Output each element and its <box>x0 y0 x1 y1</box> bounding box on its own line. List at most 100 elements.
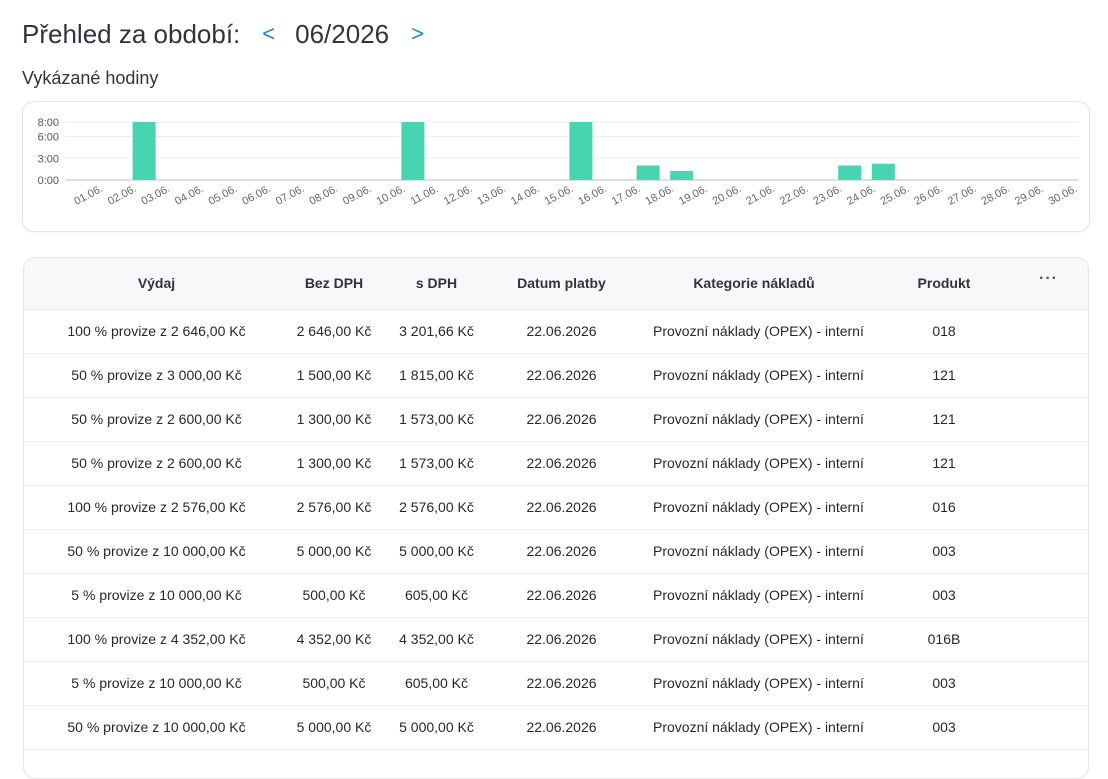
cell-produkt: 003 <box>879 705 1009 750</box>
x-tick-label: 01.06. <box>72 183 105 208</box>
page-title: Přehled za období: <box>22 18 241 49</box>
y-tick-label: 3:00 <box>38 153 59 165</box>
x-tick-label: 20.06. <box>711 183 744 208</box>
y-tick-label: 0:00 <box>38 175 59 187</box>
x-tick-label: 18.06. <box>643 183 676 208</box>
cell-bez-dph: 1 300,00 Kč <box>289 441 379 486</box>
column-header-datum[interactable]: Datum platby <box>494 258 629 310</box>
chart-bar[interactable] <box>132 122 156 180</box>
cell-bez-dph: 500,00 Kč <box>289 573 379 618</box>
x-tick-label: 30.06. <box>1047 183 1080 208</box>
cell-datum: 22.06.2026 <box>494 529 629 574</box>
column-header-produkt[interactable]: Produkt <box>879 258 1009 310</box>
x-tick-label: 22.06. <box>778 183 811 208</box>
cell-datum: 22.06.2026 <box>494 485 629 530</box>
column-header-s-dph[interactable]: s DPH <box>379 258 494 310</box>
cell-bez-dph: 1 300,00 Kč <box>289 397 379 442</box>
cell-vydaj: 50 % provize z 10 000,00 Kč <box>24 529 289 574</box>
table-row[interactable]: 50 % provize z 10 000,00 Kč 5 000,00 Kč 5 … <box>24 529 1088 574</box>
period-label: 06/2026 <box>295 18 390 49</box>
cell-bez-dph: 500,00 Kč <box>289 661 379 706</box>
x-tick-label: 12.06. <box>442 183 475 208</box>
cell-bez-dph: 4 352,00 Kč <box>289 617 379 662</box>
x-tick-label: 28.06. <box>979 183 1012 208</box>
cell-s-dph: 605,00 Kč <box>379 661 494 706</box>
column-header-kategorie[interactable]: Kategorie nákladů <box>629 258 879 310</box>
x-tick-label: 13.06. <box>475 183 508 208</box>
x-tick-label: 26.06. <box>912 183 945 208</box>
cell-vydaj: 100 % provize z 4 352,00 Kč <box>24 617 289 662</box>
column-header-vydaj[interactable]: Výdaj <box>24 258 289 310</box>
cell-s-dph: 5 000,00 Kč <box>379 529 494 574</box>
table-row[interactable]: 50 % provize z 2 600,00 Kč 1 300,00 Kč 1 5… <box>24 441 1088 486</box>
cell-datum: 22.06.2026 <box>494 617 629 662</box>
cell-vydaj: 100 % provize z 2 576,00 Kč <box>24 485 289 530</box>
expenses-table-card: Výdaj Bez DPH s DPH Datum platby Kategor… <box>23 257 1089 779</box>
cell-kategorie: Provozní náklady (OPEX) - interní <box>629 661 879 706</box>
x-tick-label: 27.06. <box>946 183 979 208</box>
x-tick-label: 09.06. <box>341 183 374 208</box>
table-row[interactable]: 5 % provize z 10 000,00 Kč 500,00 Kč 605,0… <box>24 573 1088 618</box>
cell-produkt: 016B <box>879 617 1009 662</box>
x-tick-label: 29.06. <box>1013 183 1046 208</box>
cell-kategorie: Provozní náklady (OPEX) - interní <box>629 617 879 662</box>
cell-produkt: 121 <box>879 397 1009 442</box>
cell-datum: 22.06.2026 <box>494 397 629 442</box>
more-options-icon[interactable]: ··· <box>1039 270 1058 288</box>
next-period-button[interactable]: > <box>411 21 424 46</box>
column-menu[interactable]: ··· <box>1009 258 1088 310</box>
cell-datum: 22.06.2026 <box>494 661 629 706</box>
cell-vydaj: 50 % provize z 2 600,00 Kč <box>24 397 289 442</box>
cell-kategorie: Provozní náklady (OPEX) - interní <box>629 353 879 398</box>
x-tick-label: 25.06. <box>879 183 912 208</box>
cell-spacer <box>1009 485 1088 530</box>
cell-s-dph: 3 201,66 Kč <box>379 309 494 354</box>
table-row[interactable]: 50 % provize z 2 600,00 Kč 1 300,00 Kč 1 5… <box>24 397 1088 442</box>
table-row[interactable]: 100 % provize z 4 352,00 Kč 4 352,00 Kč 4 … <box>24 617 1088 662</box>
table-body: 100 % provize z 2 646,00 Kč 2 646,00 Kč 3 … <box>24 309 1088 750</box>
cell-bez-dph: 5 000,00 Kč <box>289 529 379 574</box>
chart-bar[interactable] <box>871 163 895 180</box>
chart-bar[interactable] <box>636 165 660 181</box>
cell-spacer <box>1009 441 1088 486</box>
table-row[interactable]: 50 % provize z 10 000,00 Kč 5 000,00 Kč 5 … <box>24 705 1088 750</box>
x-tick-label: 19.06. <box>677 183 710 208</box>
cell-bez-dph: 2 576,00 Kč <box>289 485 379 530</box>
table-row[interactable]: 50 % provize z 3 000,00 Kč 1 500,00 Kč 1 8… <box>24 353 1088 398</box>
cell-s-dph: 2 576,00 Kč <box>379 485 494 530</box>
prev-period-button[interactable]: < <box>262 21 276 46</box>
chart-bar[interactable] <box>569 122 593 180</box>
x-tick-label: 21.06. <box>744 183 777 208</box>
expenses-table: Výdaj Bez DPH s DPH Datum platby Kategor… <box>24 258 1088 750</box>
hours-section-title: Vykázané hodiny <box>22 68 159 88</box>
cell-s-dph: 1 815,00 Kč <box>379 353 494 398</box>
cell-datum: 22.06.2026 <box>494 705 629 750</box>
cell-s-dph: 1 573,00 Kč <box>379 441 494 486</box>
cell-produkt: 121 <box>879 441 1009 486</box>
x-tick-label: 17.06. <box>610 183 643 208</box>
x-tick-label: 11.06. <box>409 183 441 208</box>
chart-bar[interactable] <box>670 170 694 180</box>
cell-produkt: 003 <box>879 661 1009 706</box>
column-header-bez-dph[interactable]: Bez DPH <box>289 258 379 310</box>
cell-s-dph: 605,00 Kč <box>379 573 494 618</box>
chart-bar[interactable] <box>838 165 862 181</box>
cell-s-dph: 1 573,00 Kč <box>379 397 494 442</box>
table-row[interactable]: 100 % provize z 2 576,00 Kč 2 576,00 Kč 2 … <box>24 485 1088 530</box>
cell-vydaj: 50 % provize z 10 000,00 Kč <box>24 705 289 750</box>
table-row[interactable]: 5 % provize z 10 000,00 Kč 500,00 Kč 605,0… <box>24 661 1088 706</box>
x-tick-label: 16.06. <box>576 183 609 208</box>
cell-produkt: 003 <box>879 529 1009 574</box>
chart-bar[interactable] <box>401 122 425 180</box>
table-header-row: Výdaj Bez DPH s DPH Datum platby Kategor… <box>24 258 1088 310</box>
cell-spacer <box>1009 353 1088 398</box>
cell-bez-dph: 5 000,00 Kč <box>289 705 379 750</box>
cell-vydaj: 5 % provize z 10 000,00 Kč <box>24 661 289 706</box>
table-row[interactable]: 100 % provize z 2 646,00 Kč 2 646,00 Kč 3 … <box>24 309 1088 354</box>
cell-kategorie: Provozní náklady (OPEX) - interní <box>629 397 879 442</box>
x-tick-label: 02.06. <box>106 183 139 208</box>
cell-s-dph: 5 000,00 Kč <box>379 705 494 750</box>
cell-vydaj: 50 % provize z 2 600,00 Kč <box>24 441 289 486</box>
cell-produkt: 121 <box>879 353 1009 398</box>
cell-kategorie: Provozní náklady (OPEX) - interní <box>629 485 879 530</box>
